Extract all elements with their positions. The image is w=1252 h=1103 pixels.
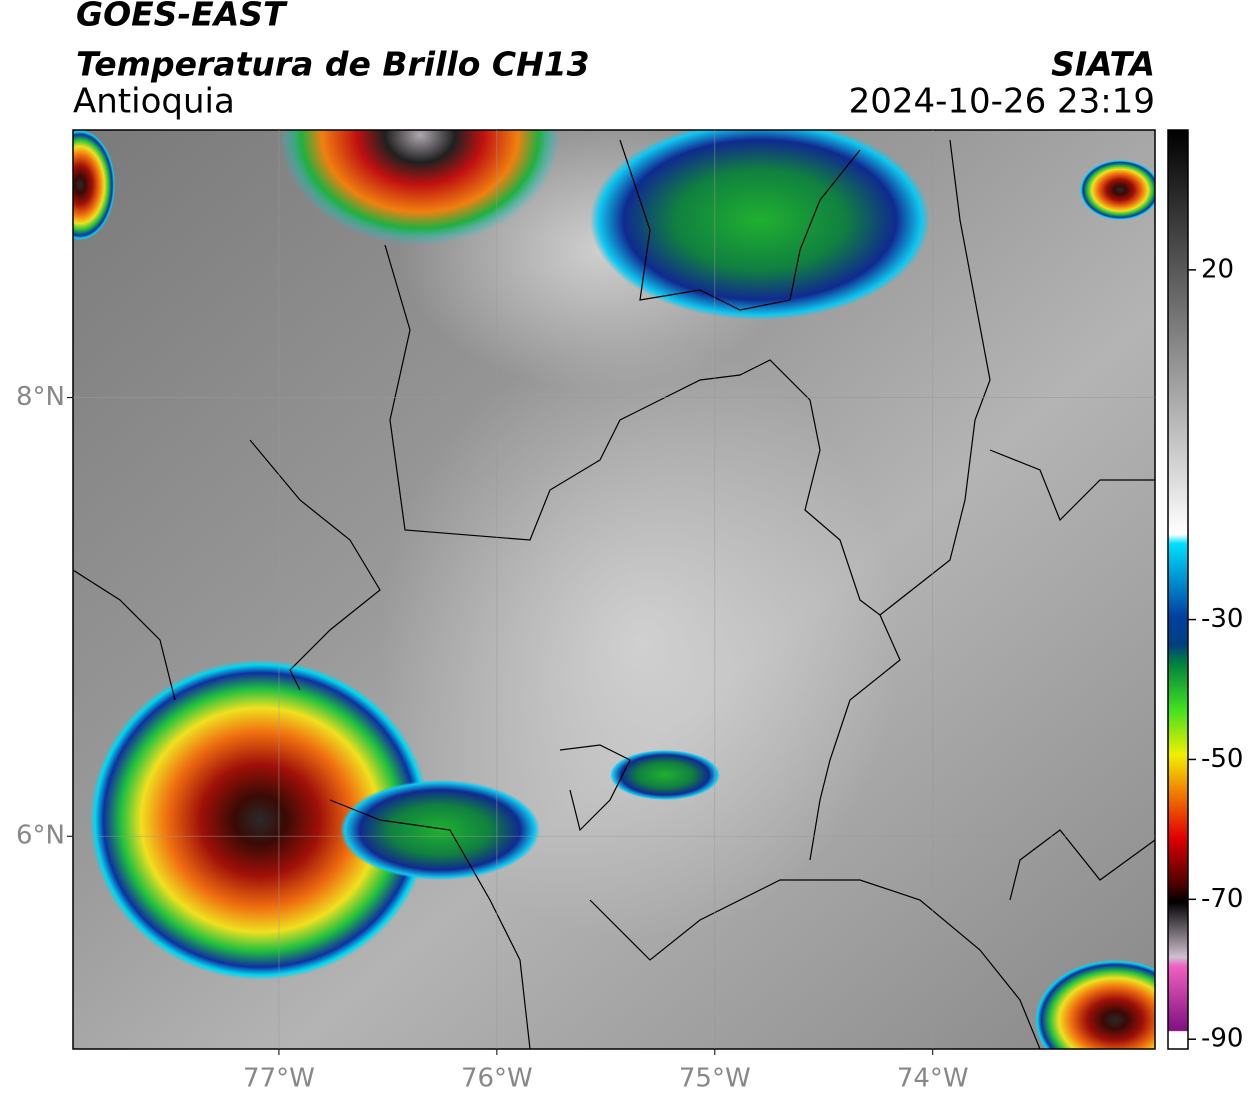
x-tick-label: 74°W bbox=[897, 1064, 969, 1094]
y-tick-label: 8°N bbox=[16, 382, 65, 412]
colorbar-tick-label: -70 bbox=[1201, 884, 1243, 914]
source: SIATA bbox=[1051, 45, 1155, 84]
satellite-image bbox=[73, 130, 1155, 1049]
colorbar-tick-label: -90 bbox=[1201, 1024, 1243, 1054]
x-tick-label: 77°W bbox=[243, 1064, 315, 1094]
region: Antioquia bbox=[73, 82, 235, 122]
subtitle: Temperatura de Brillo CH13 bbox=[76, 45, 590, 84]
map-frame bbox=[72, 129, 1156, 1050]
colorbar-tick-label: -30 bbox=[1201, 604, 1243, 634]
y-tick-label: 6°N bbox=[16, 821, 65, 851]
colorbar-tick-label: -50 bbox=[1201, 744, 1243, 774]
x-tick-label: 75°W bbox=[679, 1064, 751, 1094]
datetime: 2024-10-26 23:19 bbox=[849, 82, 1155, 122]
title: GOES-EAST bbox=[76, 0, 288, 34]
colorbar bbox=[1167, 129, 1189, 1050]
colorbar-tick-label: 20 bbox=[1201, 254, 1234, 284]
x-tick-label: 76°W bbox=[461, 1064, 533, 1094]
